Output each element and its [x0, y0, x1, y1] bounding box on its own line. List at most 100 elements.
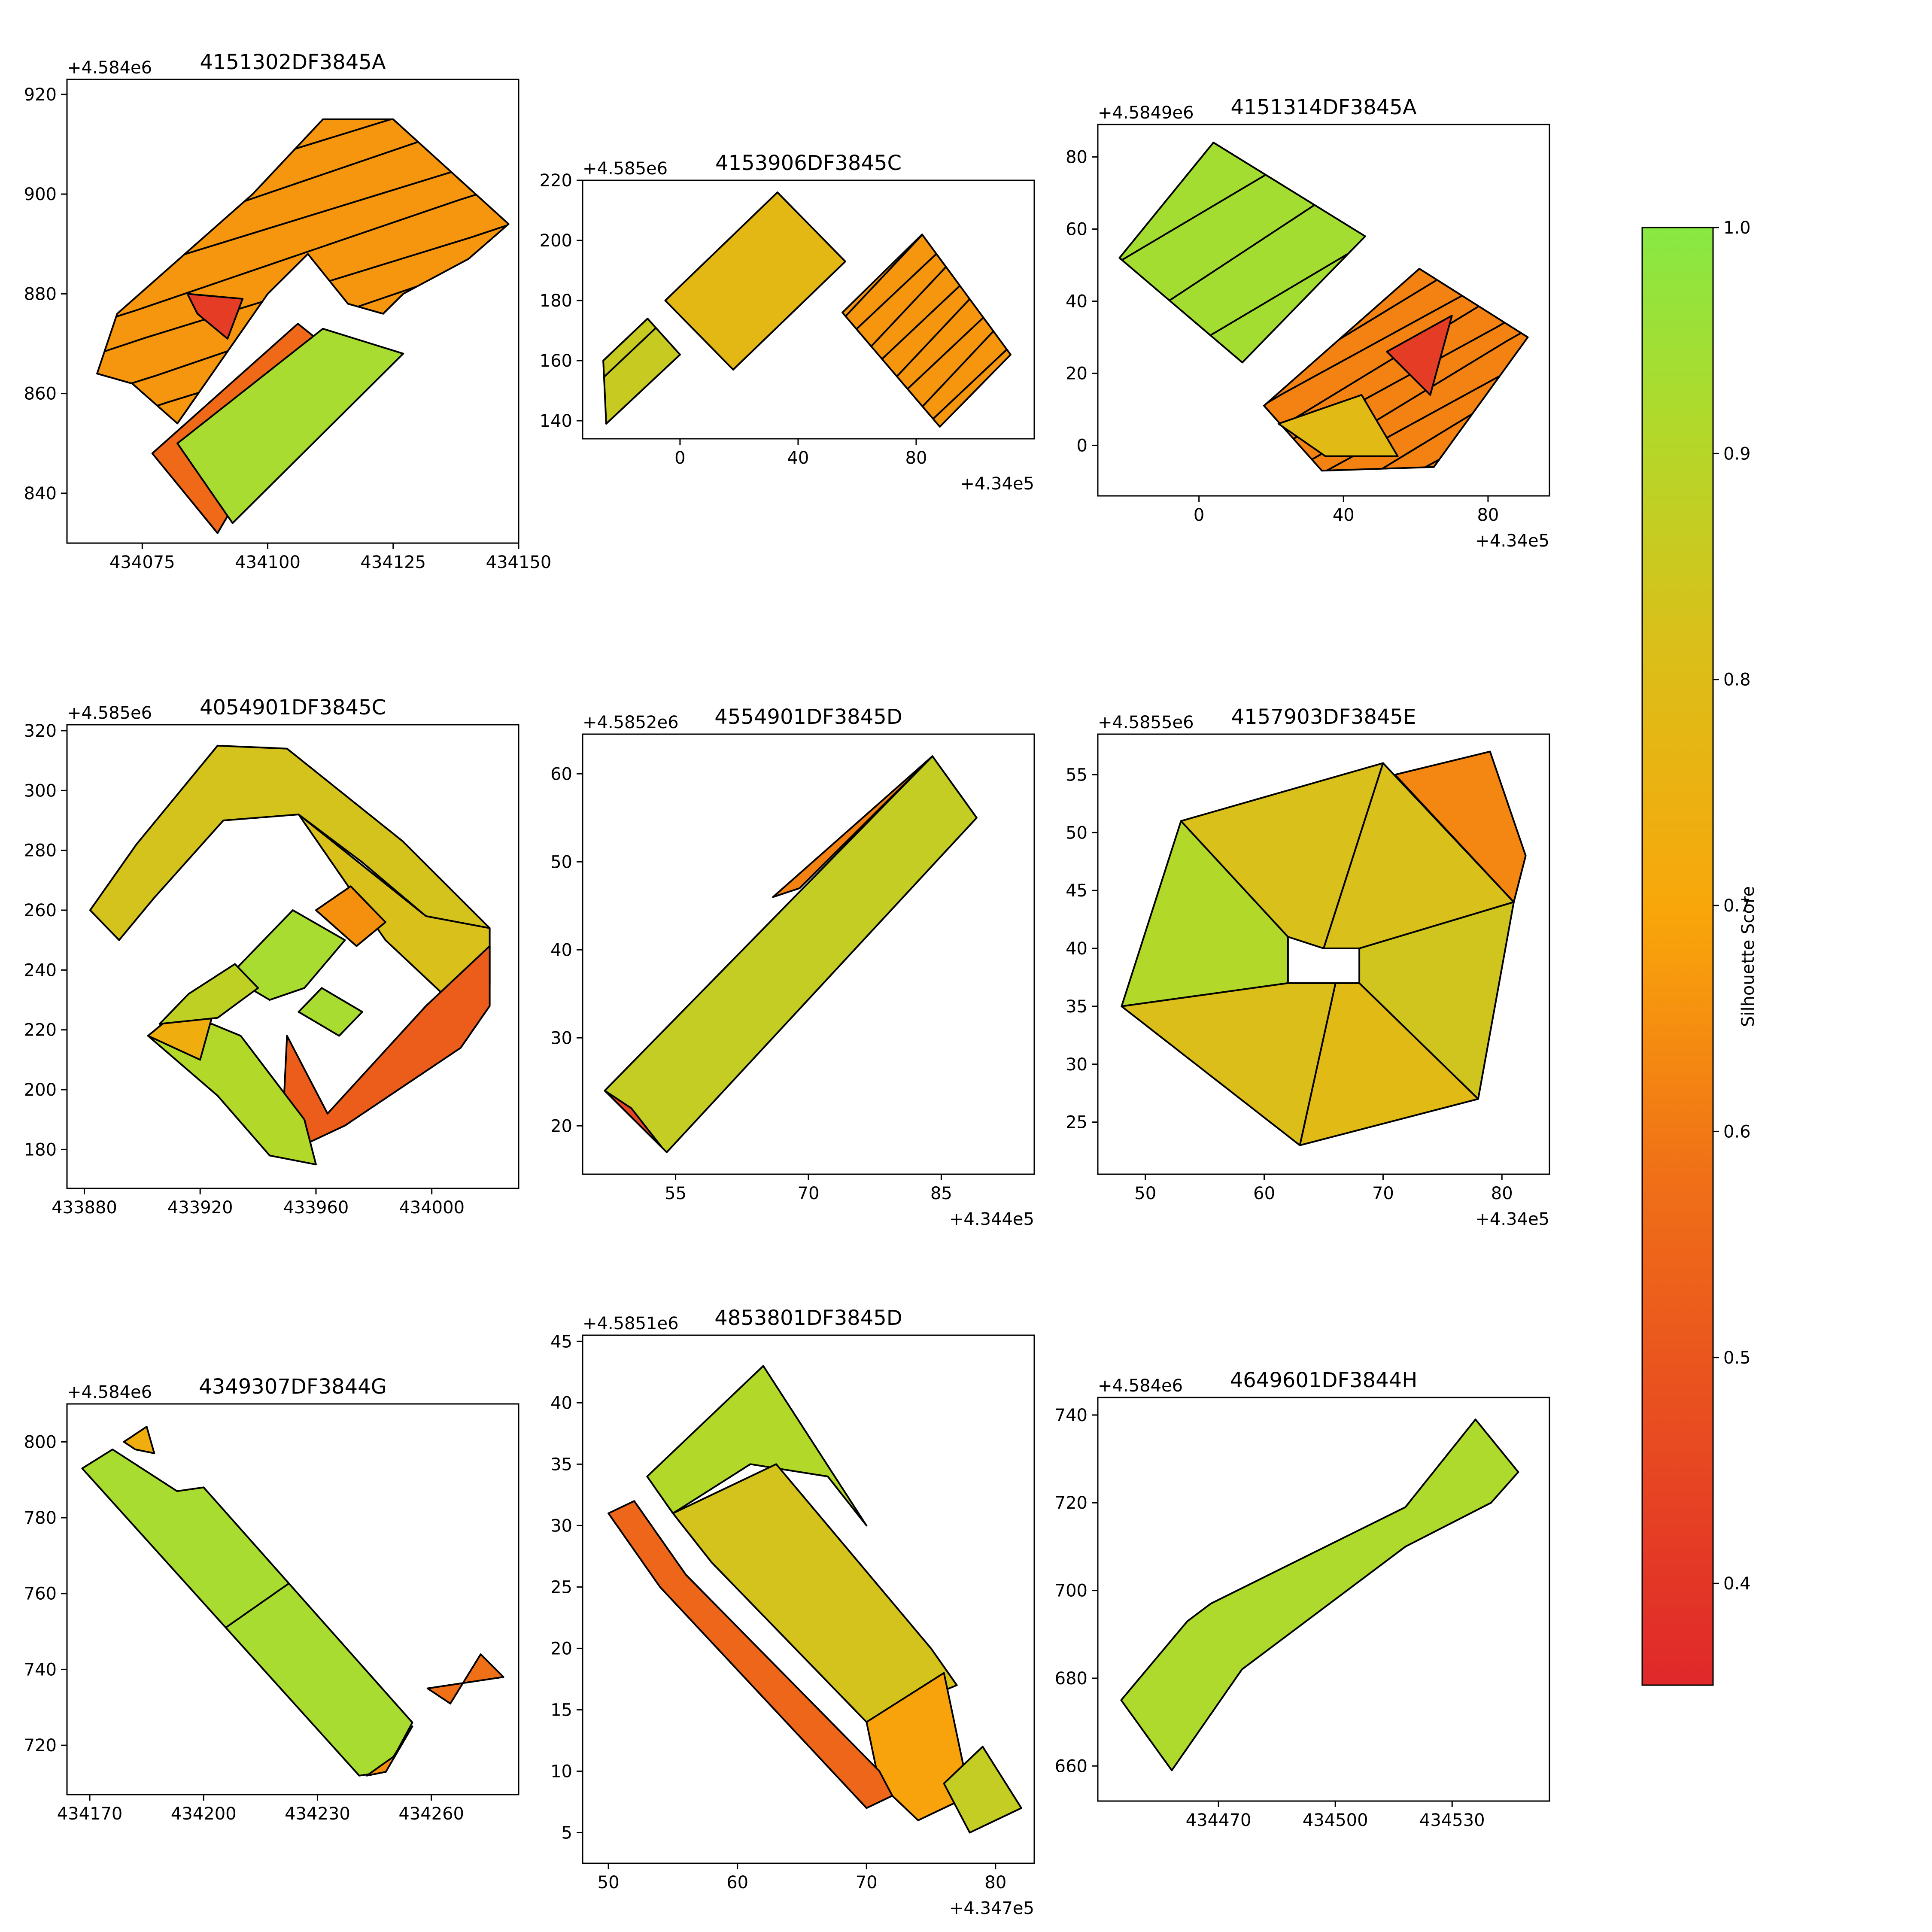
y-tick-label: 300 — [24, 781, 57, 801]
x-tick-label: 50 — [1134, 1184, 1156, 1203]
parcel-layer — [604, 755, 978, 1153]
map-panel: 50 60 70 80 5 10 15 20 25 30 35 40 45 +4.5851e6 +4.347… — [550, 1306, 1035, 1918]
y-tick-label: 700 — [1055, 1581, 1088, 1601]
map-panel: 434470 434500 434530 660 680 700 720 740 +4.584e… — [1055, 1368, 1550, 1830]
y-tick-label: 30 — [550, 1516, 572, 1536]
panel-title: 4157903DF3845E — [1231, 705, 1416, 729]
colorbar-tick-label: 1.0 — [1723, 218, 1751, 238]
y-offset-label: +4.585e6 — [583, 159, 668, 179]
subdivision-line — [842, 234, 1011, 427]
colorbar: 0.4 0.5 0.6 0.7 0.8 0.9 1.0 Silhouette Score — [1641, 218, 1758, 1686]
y-offset-label: +4.584e6 — [1098, 1376, 1183, 1396]
map-panel: 0 40 80 0 20 40 60 80 +4.5849e6 +4.34e5 4151314DF3… — [1066, 95, 1550, 551]
map-panel: 433880 433920 433960 434000 180 200 220 240 260 2… — [24, 696, 519, 1218]
y-tick-label: 40 — [1066, 939, 1088, 959]
map-panel: 0 40 80 140 160 180 200 220 +4.585e6 +4.34e5 41539… — [540, 151, 1035, 494]
x-tick-label: 55 — [665, 1184, 687, 1203]
y-tick-label: 200 — [24, 1080, 57, 1100]
y-tick-label: 50 — [550, 852, 572, 872]
x-tick-label: 434100 — [235, 553, 301, 572]
subdivision-line — [842, 234, 1011, 427]
y-tick-label: 320 — [24, 721, 57, 741]
y-tick-label: 180 — [24, 1140, 57, 1160]
x-tick-label: 434260 — [398, 1804, 464, 1824]
y-offset-label: +4.5852e6 — [583, 713, 679, 732]
x-tick-label: 433880 — [52, 1198, 117, 1218]
x-tick-label: 434230 — [285, 1804, 350, 1824]
axes-frame — [582, 1334, 1035, 1864]
axes-frame — [582, 179, 1035, 440]
parcel-subdivisions — [82, 1449, 413, 1776]
y-tick-label: 0 — [1077, 436, 1088, 456]
parcel-layer — [602, 191, 1012, 428]
x-tick-label: 80 — [1477, 505, 1499, 525]
y-tick-label: 10 — [550, 1762, 572, 1781]
x-offset-label: +4.34e5 — [1475, 531, 1549, 551]
y-tick-label: 660 — [1055, 1756, 1088, 1776]
y-tick-label: 900 — [24, 185, 57, 204]
x-tick-label: 40 — [787, 448, 809, 468]
map-panels: 434075 434100 434125 434150 840 860 880 900 920 +… — [24, 50, 1550, 1918]
y-offset-label: +4.5849e6 — [1098, 103, 1194, 123]
panel-title: 4153906DF3845C — [715, 151, 902, 175]
subdivision-line — [1264, 268, 1528, 471]
x-offset-label: +4.344e5 — [949, 1209, 1034, 1229]
parcel-region — [1386, 315, 1453, 396]
x-tick-label: 434170 — [57, 1804, 123, 1824]
parcel-layer — [89, 744, 491, 1166]
y-offset-label: +4.5855e6 — [1098, 713, 1194, 732]
parcel-region — [604, 1090, 663, 1149]
y-tick-label: 860 — [24, 384, 57, 404]
subdivision-line — [842, 234, 1011, 427]
colorbar-ticks: 0.4 0.5 0.6 0.7 0.8 0.9 1.0 — [1713, 218, 1751, 1594]
panel-title: 4853801DF3845D — [714, 1306, 902, 1330]
x-tick-label: 80 — [984, 1873, 1006, 1893]
y-tick-label: 60 — [1066, 220, 1088, 240]
panel-title: 4554901DF3845D — [714, 705, 902, 729]
x-tick-label: 434000 — [399, 1198, 465, 1218]
panel-title: 4151302DF3845A — [200, 50, 386, 74]
y-tick-label: 40 — [550, 940, 572, 960]
x-tick-label: 0 — [1194, 505, 1204, 525]
x-tick-label: 434200 — [171, 1804, 237, 1824]
y-tick-label: 40 — [1066, 292, 1088, 312]
y-tick-label: 840 — [24, 484, 57, 504]
colorbar-tick-label: 0.4 — [1723, 1574, 1751, 1594]
x-tick-label: 80 — [905, 448, 927, 468]
x-tick-label: 60 — [726, 1873, 748, 1893]
parcel-region — [96, 118, 510, 425]
x-tick-label: 434500 — [1303, 1810, 1368, 1830]
parcel-region — [1277, 394, 1399, 457]
y-tick-label: 30 — [1066, 1055, 1088, 1075]
subdivision-line — [842, 234, 1011, 427]
x-tick-label: 434125 — [360, 553, 426, 572]
panel-title: 4649601DF3844H — [1230, 1368, 1418, 1392]
colorbar-label: Silhouette Score — [1738, 886, 1758, 1027]
parcel-layer — [608, 1365, 1022, 1834]
x-tick-label: 434470 — [1186, 1810, 1252, 1830]
y-tick-label: 25 — [1066, 1113, 1088, 1133]
axes-frame — [66, 79, 519, 544]
subdivision-line — [1119, 143, 1365, 363]
axes-frame — [1097, 733, 1550, 1175]
parcel-layer — [81, 1426, 504, 1777]
parcel-region — [186, 293, 244, 340]
x-offset-label: +4.347e5 — [949, 1899, 1034, 1918]
subdivision-line — [97, 119, 509, 349]
subdivision-line — [82, 1449, 413, 1776]
parcel-layer — [1120, 1419, 1519, 1771]
colorbar-tick-label: 0.6 — [1723, 1122, 1751, 1142]
subdivision-line — [842, 234, 1011, 427]
y-tick-label: 80 — [1066, 148, 1088, 167]
subdivision-line — [842, 234, 1011, 427]
axes-frame — [66, 724, 519, 1189]
parcel-region — [943, 1746, 1022, 1834]
parcel-region — [608, 1500, 893, 1809]
y-tick-label: 20 — [550, 1116, 572, 1136]
parcel-region — [772, 755, 933, 898]
y-tick-label: 740 — [24, 1660, 57, 1680]
y-tick-label: 220 — [24, 1021, 57, 1040]
y-tick-label: 25 — [550, 1577, 572, 1597]
parcel-region — [1120, 1419, 1519, 1771]
